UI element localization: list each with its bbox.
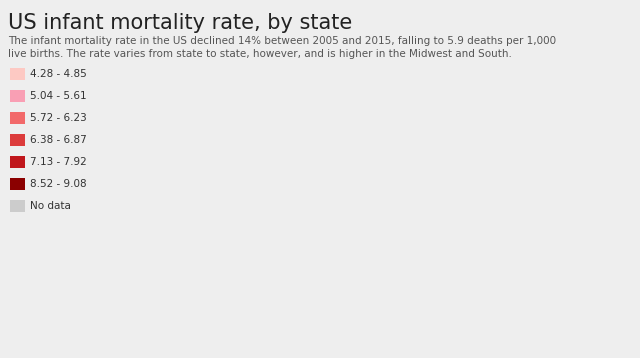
Text: No data: No data bbox=[30, 201, 71, 211]
Bar bbox=[10, 134, 25, 146]
Bar bbox=[10, 156, 25, 168]
Bar bbox=[10, 112, 25, 124]
Text: 4.28 - 4.85: 4.28 - 4.85 bbox=[30, 69, 87, 79]
Text: 5.72 - 6.23: 5.72 - 6.23 bbox=[30, 113, 87, 123]
Bar bbox=[10, 90, 25, 102]
Bar bbox=[10, 68, 25, 80]
Text: 5.04 - 5.61: 5.04 - 5.61 bbox=[30, 91, 86, 101]
Text: US infant mortality rate, by state: US infant mortality rate, by state bbox=[8, 13, 352, 33]
Text: The infant mortality rate in the US declined 14% between 2005 and 2015, falling : The infant mortality rate in the US decl… bbox=[8, 36, 556, 46]
Bar bbox=[10, 178, 25, 190]
Bar bbox=[10, 200, 25, 212]
Text: live births. The rate varies from state to state, however, and is higher in the : live births. The rate varies from state … bbox=[8, 49, 512, 59]
Text: 8.52 - 9.08: 8.52 - 9.08 bbox=[30, 179, 86, 189]
Text: 6.38 - 6.87: 6.38 - 6.87 bbox=[30, 135, 87, 145]
Text: 7.13 - 7.92: 7.13 - 7.92 bbox=[30, 157, 87, 167]
